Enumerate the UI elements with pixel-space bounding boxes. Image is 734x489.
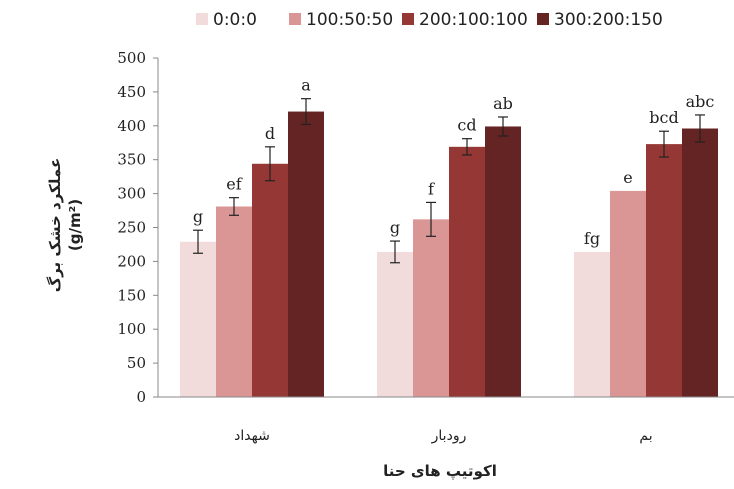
- y-axis: 0 50 100 150 200 250 300 350 400 450 500: [117, 49, 159, 406]
- significance-label: f: [428, 179, 435, 198]
- x-tick-label: شهداد: [234, 428, 270, 444]
- bar: [682, 128, 718, 397]
- y-tick-label: 350: [117, 151, 146, 169]
- bar: [288, 111, 324, 397]
- y-tick-label: 300: [117, 185, 146, 203]
- bar: [449, 146, 485, 397]
- x-axis-title: اکوتیپ های حنا: [383, 462, 497, 480]
- y-tick-label: 400: [117, 117, 146, 135]
- x-tick-label: رودبار: [431, 428, 467, 444]
- significance-label: g: [390, 218, 400, 237]
- significance-label: bcd: [649, 108, 678, 127]
- y-tick-label: 100: [117, 320, 146, 338]
- significance-label: ab: [493, 94, 513, 113]
- bar: [377, 251, 413, 397]
- bar: [216, 206, 252, 397]
- x-axis: شهداد رودبار بم: [158, 396, 734, 444]
- y-tick-label: 500: [117, 49, 146, 67]
- legend-swatch: [402, 13, 414, 25]
- bar: [646, 144, 682, 397]
- y-tick-label: 250: [117, 219, 146, 237]
- significance-label: e: [623, 168, 632, 187]
- y-tick-label: 50: [127, 354, 146, 372]
- y-tick-label: 200: [117, 252, 146, 270]
- bar: [252, 163, 288, 397]
- significance-label: g: [193, 207, 203, 226]
- significance-label: a: [301, 76, 311, 95]
- y-tick-label: 150: [117, 286, 146, 304]
- significance-label: fg: [584, 229, 600, 248]
- legend-label: 0:0:0: [213, 10, 257, 30]
- x-tick-label: بم: [639, 428, 652, 444]
- legend-label: 100:50:50: [306, 10, 393, 30]
- significance-label: cd: [457, 116, 476, 135]
- legend-label: 200:100:100: [419, 10, 528, 30]
- legend-label: 300:200:150: [554, 10, 663, 30]
- significance-label: abc: [686, 92, 715, 111]
- bar: [180, 241, 216, 397]
- legend: 0:0:0 100:50:50 200:100:100 300:200:150: [196, 10, 663, 30]
- legend-swatch: [289, 13, 301, 25]
- bar: [485, 126, 521, 397]
- bar: [610, 190, 646, 397]
- y-axis-unit: (g/m²): [66, 199, 84, 251]
- y-tick-label: 0: [136, 388, 146, 406]
- y-tick-label: 450: [117, 83, 146, 101]
- legend-swatch: [196, 13, 208, 25]
- bar: [574, 251, 610, 397]
- bar: [413, 219, 449, 397]
- legend-swatch: [537, 13, 549, 25]
- y-axis-title: عملکرد خشک برگ: [46, 158, 64, 292]
- significance-label: ef: [226, 175, 242, 194]
- significance-label: d: [265, 124, 275, 143]
